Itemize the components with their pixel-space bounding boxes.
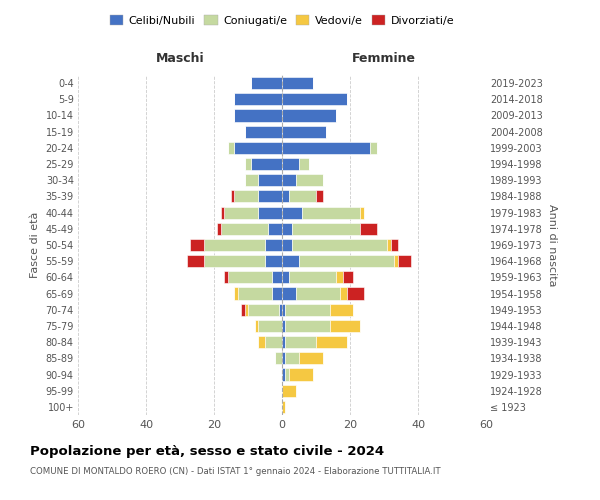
Bar [221,222,268,235]
Bar [282,77,313,89]
Bar [360,222,377,235]
Bar [245,126,282,138]
Bar [278,304,282,316]
Legend: Celibi/Nubili, Coniugati/e, Vedovi/e, Divorziati/e: Celibi/Nubili, Coniugati/e, Vedovi/e, Di… [106,10,458,30]
Bar [251,77,282,89]
Bar [258,174,282,186]
Bar [343,272,353,283]
Y-axis label: Anni di nascita: Anni di nascita [547,204,557,286]
Bar [241,304,245,316]
Bar [282,304,286,316]
Bar [286,336,316,348]
Bar [275,352,282,364]
Bar [347,288,364,300]
Bar [282,93,347,106]
Bar [255,320,258,332]
Bar [329,304,353,316]
Bar [258,320,282,332]
Bar [268,222,282,235]
Bar [292,239,388,251]
Bar [282,272,289,283]
Bar [245,158,251,170]
Bar [282,336,286,348]
Bar [204,255,265,268]
Bar [231,190,235,202]
Bar [329,320,360,332]
Bar [340,288,347,300]
Bar [282,288,296,300]
Bar [286,320,329,332]
Bar [302,206,360,218]
Bar [272,288,282,300]
Bar [292,222,360,235]
Bar [282,222,292,235]
Bar [235,110,282,122]
Bar [227,272,272,283]
Text: Maschi: Maschi [155,52,205,65]
Bar [224,272,227,283]
Bar [282,142,370,154]
Bar [217,222,221,235]
Text: Femmine: Femmine [352,52,416,65]
Bar [190,239,204,251]
Bar [299,352,323,364]
Bar [282,174,296,186]
Bar [235,288,238,300]
Text: Popolazione per età, sesso e stato civile - 2024: Popolazione per età, sesso e stato civil… [30,445,384,458]
Bar [282,255,299,268]
Bar [235,93,282,106]
Bar [245,174,258,186]
Bar [286,368,289,380]
Bar [289,272,337,283]
Bar [258,190,282,202]
Bar [316,336,347,348]
Bar [391,239,398,251]
Bar [265,336,282,348]
Bar [238,288,272,300]
Bar [337,272,343,283]
Bar [221,206,224,218]
Bar [282,158,299,170]
Bar [282,352,286,364]
Bar [282,239,292,251]
Bar [370,142,377,154]
Bar [245,304,248,316]
Bar [286,352,299,364]
Bar [227,142,235,154]
Bar [272,272,282,283]
Bar [282,320,286,332]
Bar [235,142,282,154]
Bar [388,239,391,251]
Bar [251,158,282,170]
Bar [265,239,282,251]
Bar [299,255,394,268]
Bar [224,206,258,218]
Bar [289,190,316,202]
Bar [296,288,340,300]
Bar [187,255,204,268]
Bar [282,368,286,380]
Bar [282,126,326,138]
Bar [398,255,411,268]
Bar [258,206,282,218]
Bar [282,110,337,122]
Bar [360,206,364,218]
Bar [235,190,258,202]
Bar [204,239,265,251]
Bar [282,206,302,218]
Bar [316,190,323,202]
Bar [282,401,286,413]
Y-axis label: Fasce di età: Fasce di età [30,212,40,278]
Bar [394,255,398,268]
Bar [289,368,313,380]
Bar [258,336,265,348]
Bar [296,174,323,186]
Bar [282,190,289,202]
Bar [286,304,329,316]
Bar [265,255,282,268]
Text: COMUNE DI MONTALDO ROERO (CN) - Dati ISTAT 1° gennaio 2024 - Elaborazione TUTTIT: COMUNE DI MONTALDO ROERO (CN) - Dati IST… [30,468,440,476]
Bar [248,304,278,316]
Bar [282,384,296,397]
Bar [299,158,309,170]
